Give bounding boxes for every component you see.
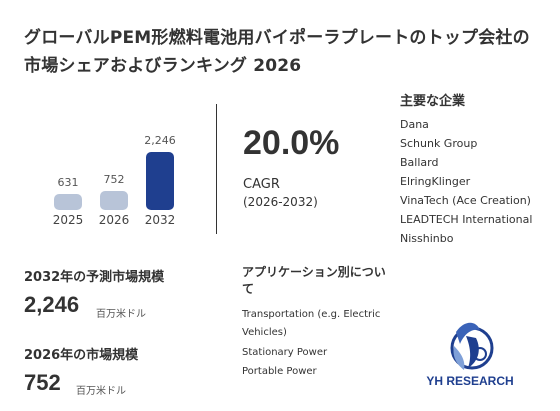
cagr-label: CAGR bbox=[243, 177, 280, 192]
divider bbox=[216, 104, 217, 234]
company-item: Dana bbox=[400, 118, 429, 131]
yh-research-logo-icon bbox=[450, 322, 494, 370]
cagr-period: (2026-2032) bbox=[243, 195, 318, 209]
company-item: Schunk Group bbox=[400, 137, 478, 150]
bar bbox=[54, 194, 82, 210]
forecast-market-unit: 百万米ドル bbox=[96, 309, 146, 320]
bar-category-label: 2032 bbox=[144, 213, 176, 227]
applications-title: アプリケーション別について bbox=[242, 265, 386, 296]
current-market-unit: 百万米ドル bbox=[76, 386, 126, 397]
company-item: Nisshinbo bbox=[400, 232, 454, 245]
forecast-market-value: 2,246 bbox=[24, 292, 80, 317]
company-item: ElringKlinger bbox=[400, 175, 471, 188]
bar-column: 752 2026 bbox=[96, 130, 132, 230]
company-item: VinaTech (Ace Creation) bbox=[400, 194, 531, 207]
bar-column: 631 2025 bbox=[50, 130, 86, 230]
current-market-value: 752 bbox=[24, 370, 61, 395]
company-item: Ballard bbox=[400, 156, 439, 169]
bar-value-label: 631 bbox=[57, 176, 79, 189]
cagr-value: 20.0% bbox=[243, 124, 340, 162]
logo-text: YH RESEARCH bbox=[426, 374, 514, 388]
bar-column: 2,246 2032 bbox=[142, 130, 178, 230]
bar-value-label: 752 bbox=[103, 173, 125, 186]
bar bbox=[146, 152, 174, 210]
companies-title: 主要な企業 bbox=[400, 94, 466, 109]
bar bbox=[100, 191, 128, 210]
bar-value-label: 2,246 bbox=[144, 134, 176, 147]
application-item: Portable Power bbox=[242, 366, 317, 377]
application-item: Transportation (e.g. Electric Vehicles) bbox=[242, 309, 381, 338]
current-market-label: 2026年の市場規模 bbox=[24, 348, 139, 363]
market-size-bar-chart: 631 2025 752 2026 2,246 2032 bbox=[40, 130, 190, 230]
company-item: LEADTECH International bbox=[400, 213, 533, 226]
application-item: Stationary Power bbox=[242, 347, 328, 358]
bar-category-label: 2025 bbox=[52, 213, 84, 227]
bar-category-label: 2026 bbox=[98, 213, 130, 227]
forecast-market-label: 2032年の予測市場規模 bbox=[24, 270, 165, 285]
page-title: グローバルPEM形燃料電池用バイポーラプレートのトップ会社の市場シェアおよびラン… bbox=[24, 28, 530, 76]
